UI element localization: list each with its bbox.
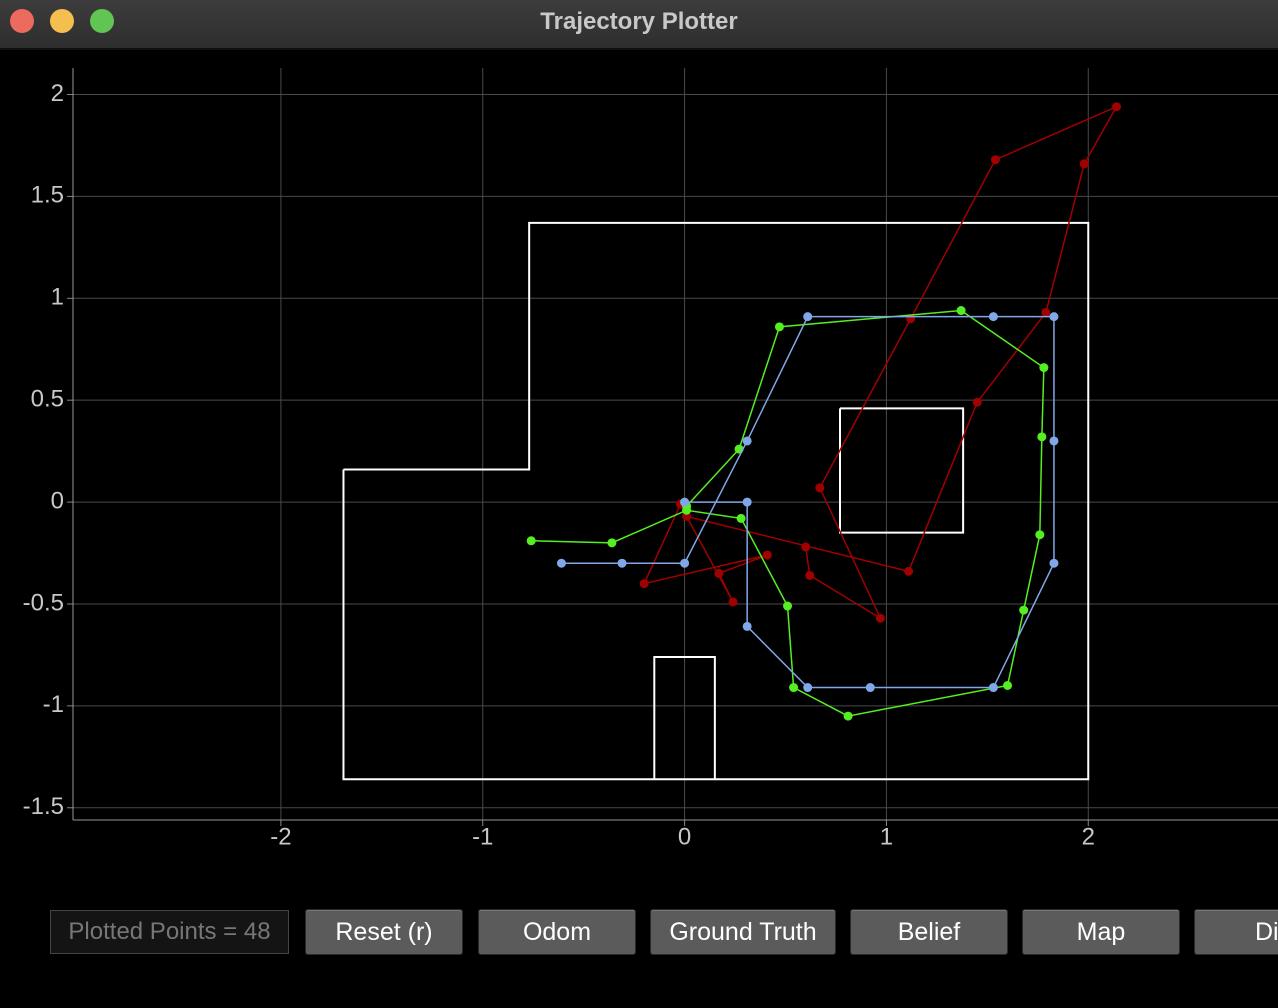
- button[interactable]: Belief: [850, 909, 1008, 955]
- trajectory-point: [736, 513, 746, 523]
- trajectory-point: [988, 683, 998, 693]
- points-label: Plotted Points = 48: [50, 910, 289, 954]
- x-tick-label: 2: [1082, 823, 1095, 850]
- trajectory-point: [865, 683, 875, 693]
- y-tick-label: 1: [51, 284, 64, 311]
- trajectory-point: [1049, 558, 1059, 568]
- trajectory-point: [783, 601, 793, 611]
- minimize-button[interactable]: [50, 9, 74, 33]
- trajectory-point: [843, 711, 853, 721]
- button[interactable]: Reset (r): [305, 909, 463, 955]
- trajectory-point: [1049, 436, 1059, 446]
- map-wall: [839, 407, 965, 534]
- y-tick-label: 0: [51, 487, 64, 514]
- y-tick-label: 0.5: [31, 386, 64, 413]
- trajectory-point: [607, 538, 617, 548]
- map-wall: [342, 221, 1090, 781]
- trajectory-point: [556, 558, 566, 568]
- y-tick-label: 2: [51, 80, 64, 107]
- trajectory-point: [803, 683, 813, 693]
- window-title: Trajectory Plotter: [540, 8, 738, 35]
- trajectory-point: [1049, 312, 1059, 322]
- trajectory-point: [815, 483, 825, 493]
- trajectory-point: [639, 579, 649, 589]
- trajectory-point: [803, 312, 813, 322]
- trajectory-point: [714, 568, 724, 578]
- trajectory-line: [642, 105, 1119, 621]
- y-tick-label: -1: [43, 691, 64, 718]
- trajectory-point: [617, 558, 627, 568]
- trajectory-point: [1037, 432, 1047, 442]
- trajectory-point: [904, 566, 914, 576]
- button[interactable]: Odom: [478, 909, 636, 955]
- trajectory-point: [1019, 605, 1029, 615]
- trajectory-point: [972, 397, 982, 407]
- trajectory-point: [774, 322, 784, 332]
- trajectory-point: [742, 621, 752, 631]
- trajectory-point: [742, 497, 752, 507]
- button[interactable]: Dis: [1194, 909, 1278, 955]
- x-tick-label: 0: [678, 823, 691, 850]
- zoom-button[interactable]: [90, 9, 114, 33]
- trajectory-point: [1112, 102, 1122, 112]
- y-tick-label: 1.5: [31, 182, 64, 209]
- trajectory-line: [531, 309, 1045, 717]
- trajectory-point: [1035, 530, 1045, 540]
- trajectory-point: [801, 542, 811, 552]
- trajectory-point: [762, 550, 772, 560]
- y-tick-label: -0.5: [23, 589, 64, 616]
- trajectory-point: [805, 570, 815, 580]
- trajectory-point: [526, 536, 536, 546]
- y-tick-label: -1.5: [23, 793, 64, 820]
- map-wall: [653, 655, 716, 780]
- trajectory-point: [1039, 363, 1049, 373]
- button[interactable]: Map: [1022, 909, 1180, 955]
- trajectory-point: [875, 613, 885, 623]
- trajectory-point: [789, 683, 799, 693]
- trajectory-point: [1041, 308, 1051, 318]
- trajectory-point: [1079, 159, 1089, 169]
- trajectory-point: [1003, 680, 1013, 690]
- close-button[interactable]: [10, 9, 34, 33]
- trajectory-point: [680, 497, 690, 507]
- trajectory-point: [742, 436, 752, 446]
- title-bar: Trajectory Plotter: [0, 0, 1278, 50]
- trajectory-point: [990, 155, 1000, 165]
- x-tick-label: -2: [270, 823, 291, 850]
- x-tick-label: -1: [472, 823, 493, 850]
- trajectory-point: [988, 312, 998, 322]
- trajectory-point: [728, 597, 738, 607]
- trajectory-point: [956, 306, 966, 316]
- button[interactable]: Ground Truth: [650, 909, 836, 955]
- chart: -2 -1 0 1 2 -1.5 -1 -0.5 0 0.5 1 1.5 2: [23, 68, 1278, 850]
- trajectory-point: [680, 558, 690, 568]
- x-tick-label: 1: [880, 823, 893, 850]
- controls: Plotted Points = 48 Reset (r) Odom Ground …: [0, 909, 1278, 957]
